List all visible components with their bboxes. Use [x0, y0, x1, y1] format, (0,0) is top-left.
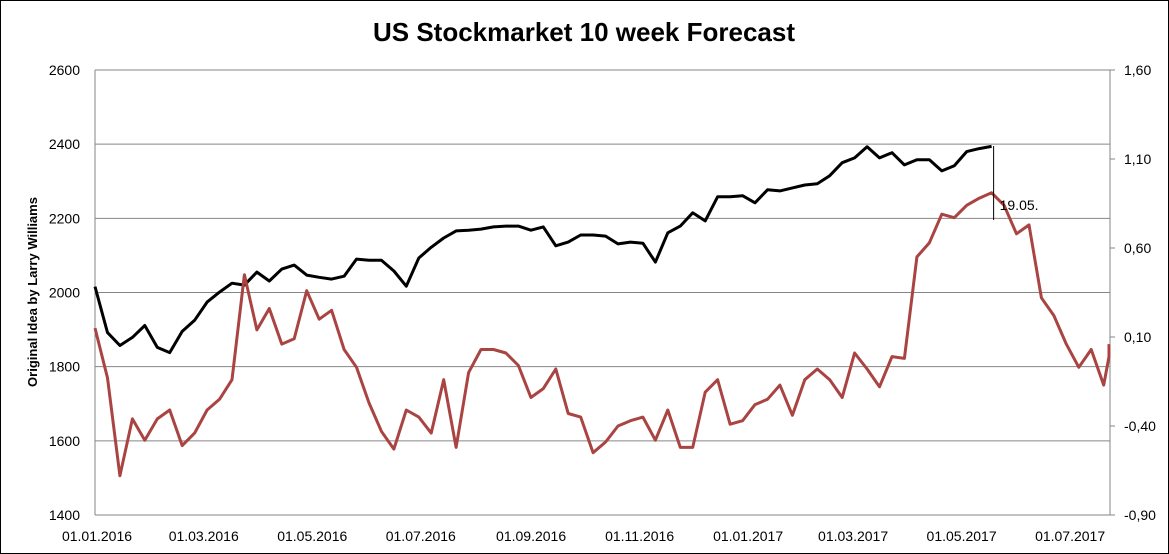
left-y-tick-label: 1400	[49, 507, 80, 523]
x-tick-label: 01.05.2017	[927, 528, 997, 544]
annotation-label: 19.05.	[1000, 197, 1039, 213]
left-y-tick-label: 2000	[49, 285, 80, 301]
left-y-tick-label: 2400	[49, 136, 80, 152]
x-tick-label: 01.09.2016	[496, 528, 566, 544]
left-y-tick-label: 2600	[49, 62, 80, 78]
y-axis-label: Original Idea by Larry Williams	[25, 197, 40, 387]
gridlines	[95, 69, 1110, 442]
index-line	[93, 144, 992, 355]
series-lines	[93, 144, 1111, 478]
right-y-tick-label: -0,40	[1124, 418, 1156, 434]
x-tick-label: 01.03.2016	[169, 528, 239, 544]
right-y-ticks: 1,60 1,10 0,60 0,10 -0,40 -0,90	[1110, 62, 1156, 523]
right-y-tick-label: 1,60	[1124, 62, 1151, 78]
left-y-tick-label: 2200	[49, 210, 80, 226]
chart-title: US Stockmarket 10 week Forecast	[373, 17, 795, 47]
x-tick-label: 01.11.2016	[605, 528, 674, 544]
right-y-tick-label: 0,10	[1124, 329, 1151, 345]
x-tick-label: 01.01.2017	[713, 528, 783, 544]
right-y-tick-label: 0,60	[1124, 240, 1151, 256]
x-tick-label: 01.07.2016	[386, 528, 456, 544]
left-y-ticks: 2600 2400 2200 2000 1800 1600 1400	[49, 62, 80, 523]
left-y-tick-label: 1600	[49, 433, 80, 449]
x-tick-label: 01.05.2016	[277, 528, 347, 544]
right-y-tick-label: 1,10	[1124, 151, 1151, 167]
forecast-line	[93, 191, 1111, 478]
x-ticks: 01.01.2016 01.03.2016 01.05.2016 01.07.2016…	[62, 528, 1105, 544]
axes	[94, 70, 1111, 516]
x-tick-label: 01.01.2016	[62, 528, 132, 544]
left-y-tick-label: 1800	[49, 359, 80, 375]
x-tick-label: 01.03.2017	[818, 528, 888, 544]
x-tick-label: 01.07.2017	[1035, 528, 1105, 544]
right-y-tick-label: -0,90	[1124, 507, 1156, 523]
annotation: 19.05.	[993, 146, 1039, 220]
